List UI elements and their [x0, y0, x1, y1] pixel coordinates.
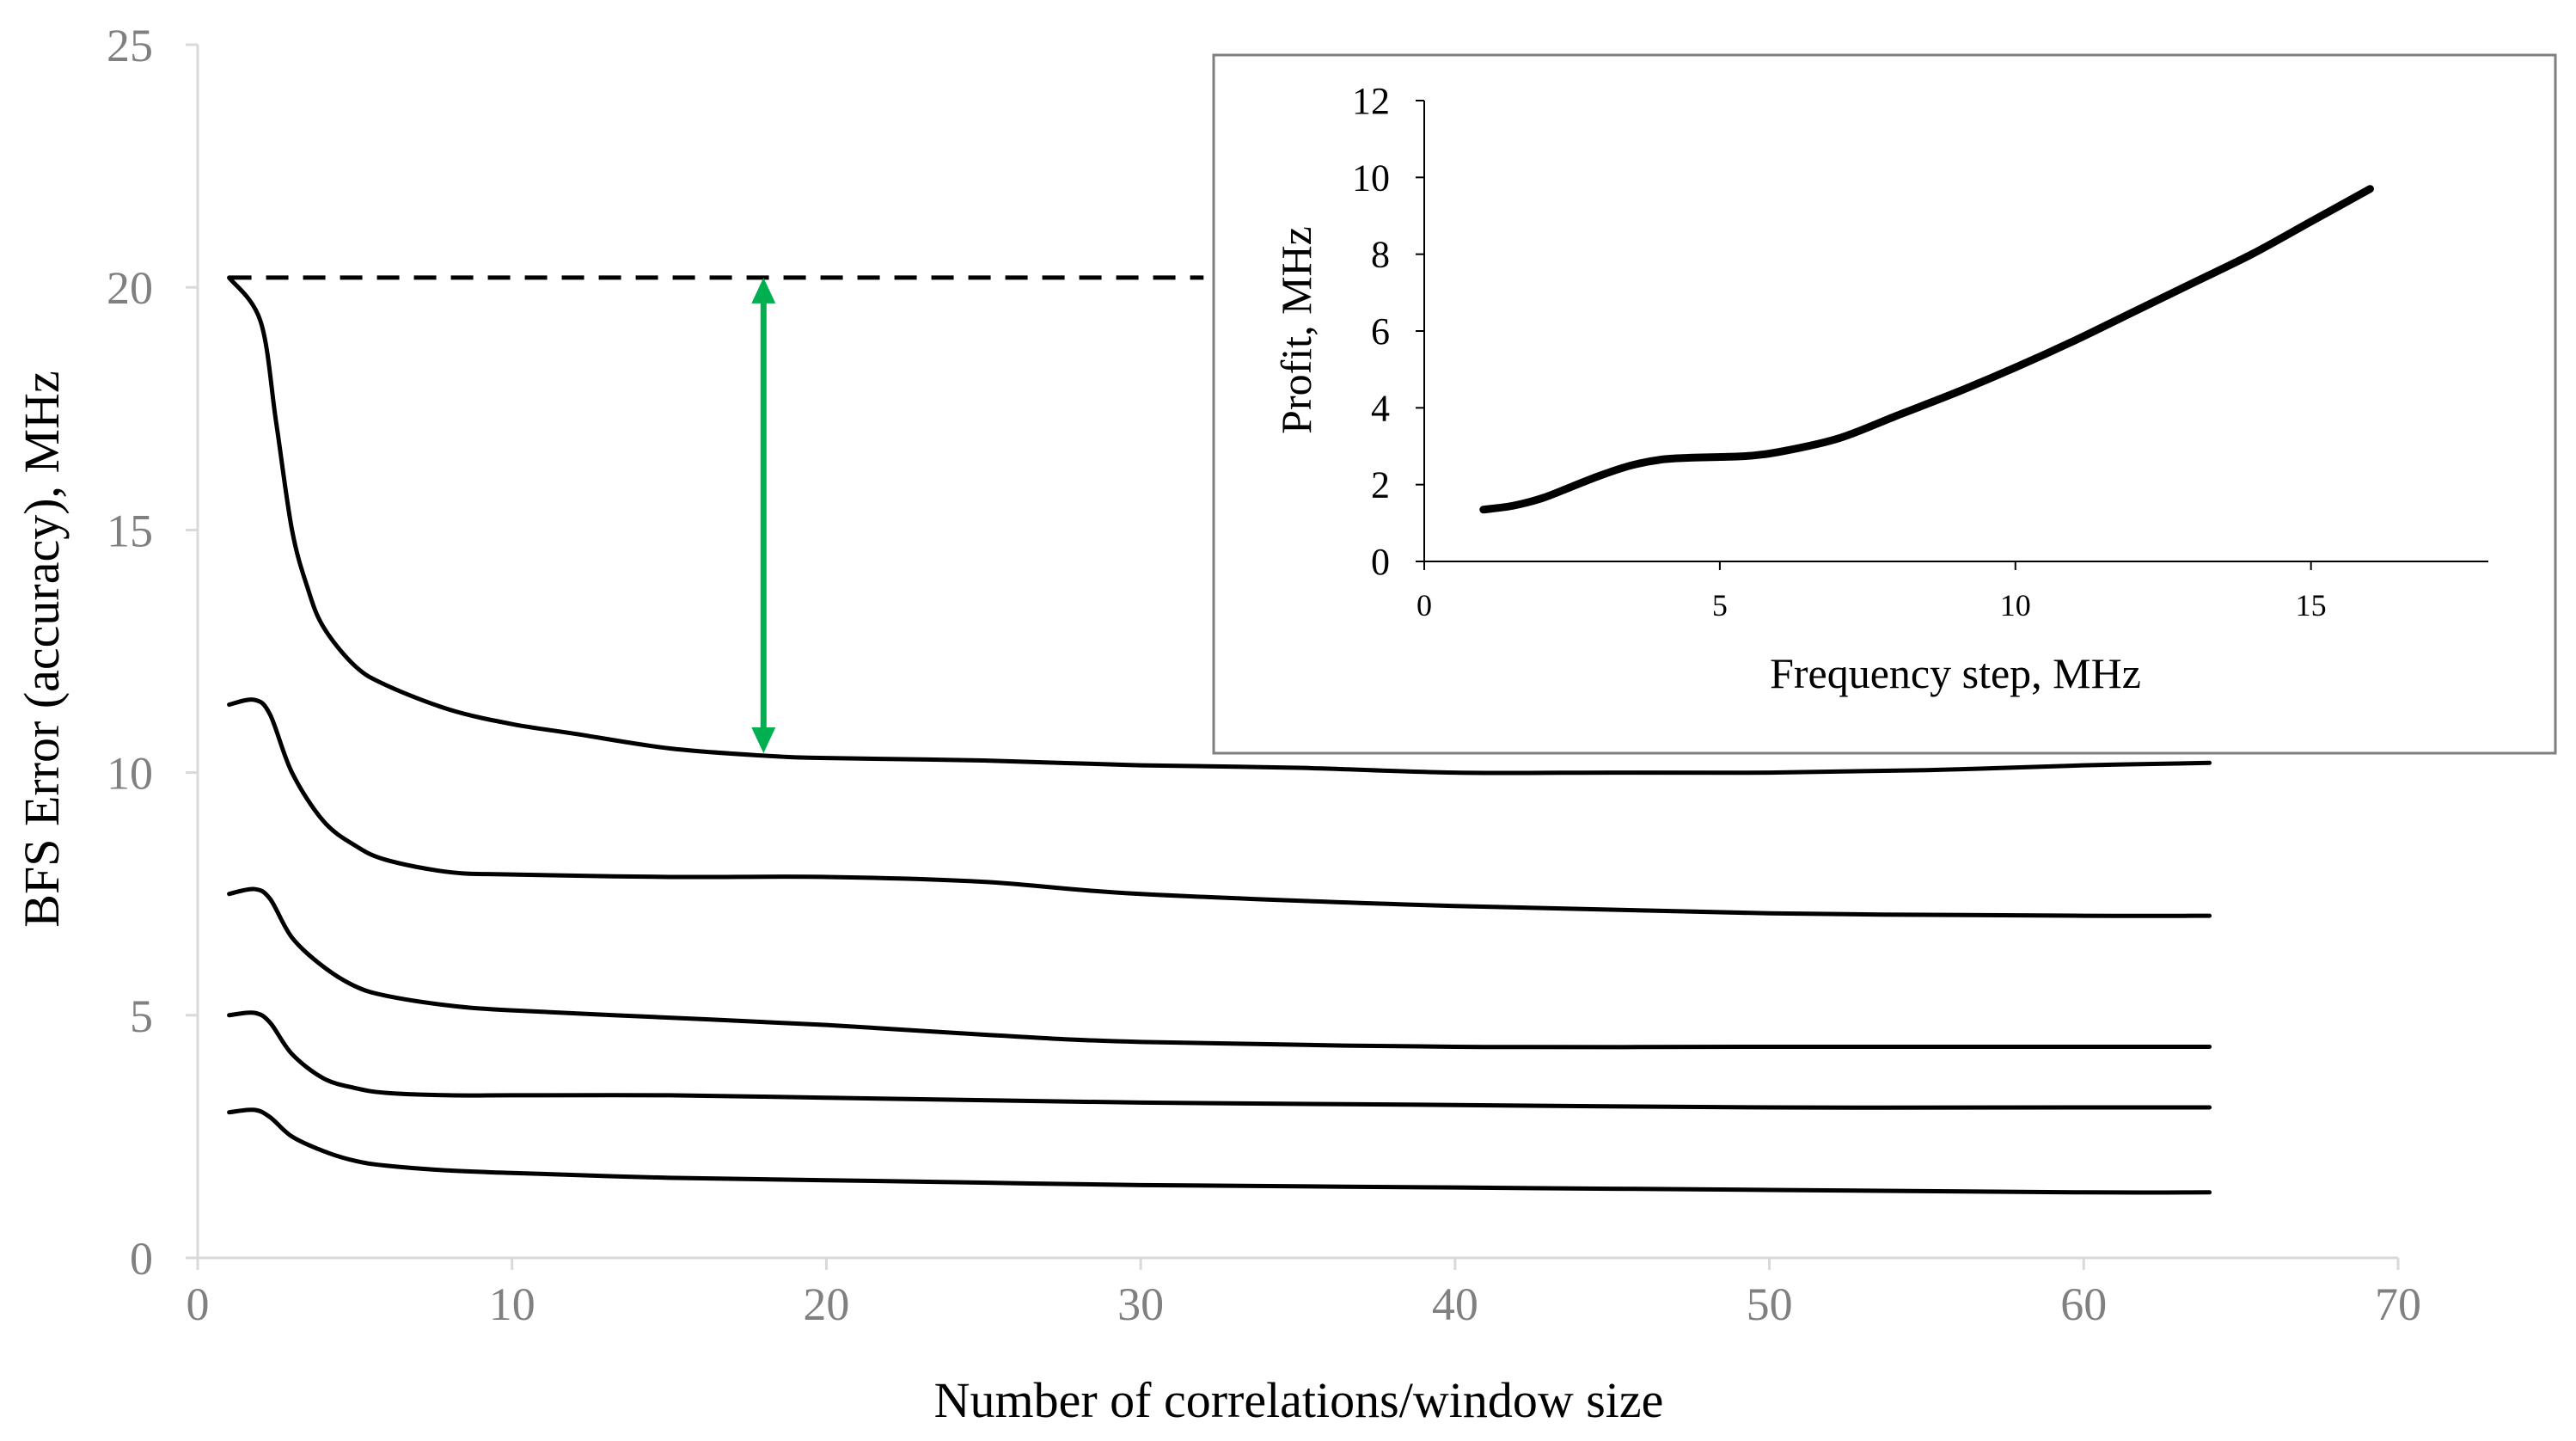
inset-x-axis-title: Frequency step, MHz [1770, 649, 2141, 697]
main-y-tick-label: 5 [130, 990, 153, 1042]
inset-y-tick-label: 0 [1371, 541, 1390, 583]
inset-series-line-1 [1479, 185, 2374, 514]
difference-arrow-head-bottom [751, 727, 776, 754]
inset-y-tick-label: 8 [1371, 234, 1390, 276]
main-x-tick-label: 50 [1747, 1279, 1793, 1330]
inset-series [1479, 185, 2374, 514]
inset-y-tick-label: 12 [1352, 80, 1390, 122]
main-y-tick-label: 20 [107, 262, 153, 314]
inset-y-tick-label: 4 [1371, 387, 1390, 429]
inset-chart: 0 5 10 15 0 2 4 6 8 10 12 Frequency step, MHz Prof… [1212, 53, 2557, 755]
inset-y-tick-label: 10 [1352, 156, 1390, 199]
main-x-tick-label: 0 [187, 1279, 210, 1330]
inset-y-axis-title: Profit, MHz [1272, 226, 1320, 434]
main-x-tick-label: 30 [1117, 1279, 1164, 1330]
main-y-tick-label: 0 [130, 1233, 153, 1285]
main-y-tick-label: 10 [107, 748, 153, 800]
main-series [227, 275, 2212, 1195]
main-y-tick-label: 15 [107, 505, 153, 556]
main-series-line-5 [227, 1107, 2212, 1195]
main-x-axis-title: Number of correlations/window size [934, 1372, 1664, 1428]
main-x-tick-label: 10 [489, 1279, 535, 1330]
main-y-axis-title: BFS Error (accuracy), MHz [14, 371, 70, 927]
main-series-line-3 [227, 886, 2212, 1050]
inset-x-tick-label: 15 [2296, 588, 2327, 622]
inset-x-tick-label: 10 [2000, 588, 2031, 622]
inset-ticks: 0 5 10 15 0 2 4 6 8 10 12 [1352, 80, 2327, 622]
main-annotations [229, 275, 1204, 754]
main-series-line-4 [227, 1010, 2212, 1110]
main-x-tick-label: 70 [2375, 1279, 2421, 1330]
inset-y-tick-label: 6 [1371, 310, 1390, 353]
main-y-tick-label: 25 [107, 20, 153, 71]
difference-arrow-head-top [751, 277, 776, 304]
main-series-line-1 [227, 275, 2212, 776]
inset-y-tick-label: 2 [1371, 464, 1390, 506]
inset-x-tick-label: 5 [1712, 588, 1728, 622]
main-axes [196, 45, 2398, 1260]
inset-frame [1212, 53, 2557, 755]
main-x-tick-label: 40 [1432, 1279, 1478, 1330]
main-series-line-2 [227, 697, 2212, 918]
main-x-tick-label: 60 [2060, 1279, 2107, 1330]
main-x-tick-label: 20 [803, 1279, 849, 1330]
inset-x-tick-label: 0 [1416, 588, 1432, 622]
